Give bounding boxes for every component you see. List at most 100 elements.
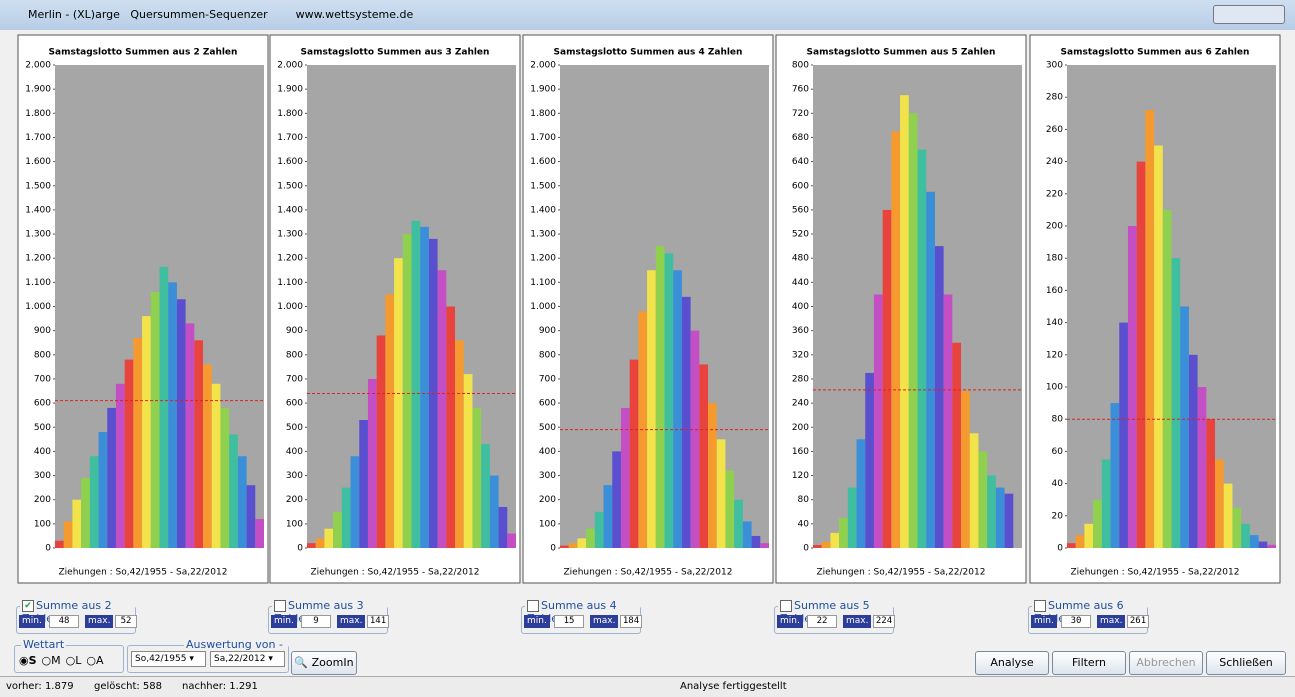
y-tick-label: 500 xyxy=(34,423,51,433)
radio[interactable]: ○ xyxy=(41,654,52,667)
bar xyxy=(229,434,238,548)
bar xyxy=(603,485,613,548)
checkbox[interactable] xyxy=(780,600,792,612)
bar xyxy=(394,258,403,548)
to-dropdown[interactable]: Sa,22/2012 ▾ xyxy=(210,651,285,667)
y-tick-label: 1.400 xyxy=(530,205,556,215)
radio[interactable]: ○ xyxy=(65,654,76,667)
bar xyxy=(716,439,726,548)
bar xyxy=(1101,459,1111,548)
bar xyxy=(1215,459,1224,548)
chart-footer: Ziehungen : So,42/1955 - Sa,22/2012 xyxy=(1071,568,1240,578)
max-value[interactable]: 224 xyxy=(873,615,895,628)
bar xyxy=(333,511,342,548)
chart-footer: Ziehungen : So,42/1955 - Sa,22/2012 xyxy=(817,568,986,578)
y-tick-label: 20 xyxy=(1052,511,1064,521)
checkbox[interactable] xyxy=(1034,600,1046,612)
bar xyxy=(1223,483,1233,548)
bar xyxy=(211,383,221,548)
bar xyxy=(813,544,822,548)
y-tick-label: 360 xyxy=(792,326,809,336)
radio[interactable]: ○ xyxy=(86,654,97,667)
y-tick-label: 1.100 xyxy=(277,278,303,288)
max-value[interactable]: 261 xyxy=(1127,615,1149,628)
y-tick-label: 200 xyxy=(539,495,556,505)
y-tick-label: 1.500 xyxy=(25,181,51,191)
bar xyxy=(159,266,169,548)
y-tick-label: 1.700 xyxy=(277,133,303,143)
max-tag: max. xyxy=(337,615,366,628)
bar xyxy=(246,485,256,548)
bar xyxy=(952,342,962,548)
bar xyxy=(81,477,90,548)
min-value[interactable]: 30 xyxy=(1061,615,1091,628)
y-tick-label: 1.200 xyxy=(277,254,303,264)
y-tick-label: 2.000 xyxy=(277,61,303,71)
bar xyxy=(203,364,212,548)
y-tick-label: 700 xyxy=(286,374,303,384)
y-tick-label: 140 xyxy=(1046,318,1063,328)
y-tick-label: 800 xyxy=(34,350,51,360)
y-tick-label: 640 xyxy=(792,157,809,167)
bar xyxy=(307,543,316,548)
window-buttons[interactable] xyxy=(1213,5,1285,24)
bar xyxy=(498,506,508,548)
max-value[interactable]: 141 xyxy=(367,615,389,628)
bar xyxy=(1267,544,1276,548)
bar xyxy=(359,420,368,548)
zoom-button[interactable]: 🔍 ZoomIn xyxy=(291,651,357,675)
radio-label: L xyxy=(75,654,82,667)
bar xyxy=(751,535,761,548)
y-tick-label: 40 xyxy=(798,519,810,529)
chart-title: Samstagslotto Summen aus 4 Zahlen xyxy=(554,48,743,58)
y-tick-label: 400 xyxy=(34,447,51,457)
min-value[interactable]: 22 xyxy=(807,615,837,628)
schliessen-button[interactable]: Schließen xyxy=(1206,651,1286,675)
min-tag: min. xyxy=(19,615,45,628)
button-label: Analyse xyxy=(990,656,1034,669)
bar xyxy=(681,296,691,548)
min-tag: min. xyxy=(524,615,550,628)
filtern-button[interactable]: Filtern xyxy=(1052,651,1126,675)
y-tick-label: 400 xyxy=(539,447,556,457)
max-value[interactable]: 52 xyxy=(115,615,137,628)
y-tick-label: 1.800 xyxy=(277,109,303,119)
y-tick-label: 500 xyxy=(286,423,303,433)
y-tick-label: 520 xyxy=(792,230,809,240)
bar xyxy=(908,113,918,549)
bar xyxy=(568,543,578,548)
y-tick-label: 400 xyxy=(792,302,809,312)
analyse-button[interactable]: Analyse xyxy=(975,651,1049,675)
min-value[interactable]: 15 xyxy=(554,615,584,628)
bar xyxy=(55,540,64,548)
min-tag: min. xyxy=(777,615,803,628)
checkbox[interactable] xyxy=(527,600,539,612)
bar xyxy=(150,292,160,548)
min-value[interactable]: 9 xyxy=(301,615,331,628)
bar xyxy=(220,407,230,548)
bar xyxy=(176,299,186,548)
from-dropdown[interactable]: So,42/1955 ▾ xyxy=(131,651,206,667)
radio[interactable]: ◉ xyxy=(19,654,29,667)
y-tick-label: 800 xyxy=(792,61,809,71)
y-tick-label: 240 xyxy=(1046,157,1063,167)
y-tick-label: 1.800 xyxy=(25,109,51,119)
bar xyxy=(1188,354,1198,548)
bar xyxy=(446,306,456,548)
max-value[interactable]: 184 xyxy=(620,615,642,628)
checkbox[interactable] xyxy=(274,600,286,612)
y-tick-label: 1.900 xyxy=(25,85,51,95)
bar xyxy=(961,391,970,548)
y-tick-label: 120 xyxy=(792,471,809,481)
bar xyxy=(481,444,490,548)
checkbox[interactable]: ✔ xyxy=(22,600,34,612)
y-tick-label: 300 xyxy=(34,471,51,481)
bar xyxy=(900,95,909,548)
bar xyxy=(463,374,473,548)
y-tick-label: 100 xyxy=(1046,383,1063,393)
y-tick-label: 720 xyxy=(792,109,809,119)
y-tick-label: 400 xyxy=(286,447,303,457)
y-tick-label: 600 xyxy=(34,399,51,409)
min-value[interactable]: 48 xyxy=(49,615,79,628)
bar xyxy=(237,456,247,548)
